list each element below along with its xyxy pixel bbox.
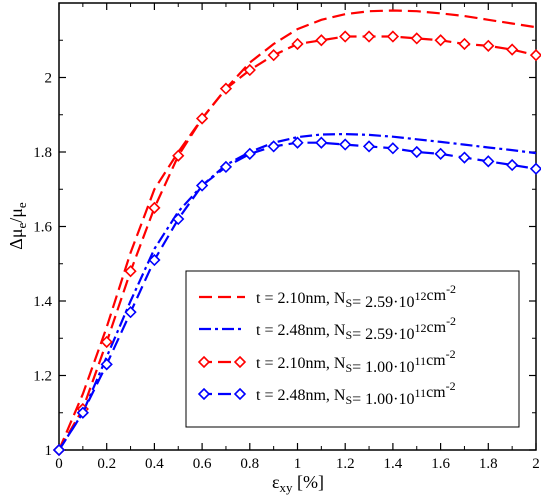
data-point — [124, 306, 137, 319]
data-point — [482, 155, 495, 168]
data-point — [267, 49, 280, 62]
data-point — [195, 112, 209, 125]
legend-entry-4: t = 2.48nm, NS= 1.00·1011cm-2 — [197, 379, 456, 408]
y-axis-title: Δμe/μe — [6, 202, 29, 250]
data-point — [52, 443, 66, 457]
data-point — [315, 34, 328, 47]
series-line — [57, 9, 537, 451]
legend-marker — [197, 355, 211, 369]
x-tick-label: 1.8 — [479, 456, 498, 472]
data-point — [410, 145, 423, 159]
x-tick-label: 0.6 — [193, 456, 212, 472]
axes: 0 0.2 0.4 0.6 0.8 1 1.2 1.4 1.6 1.8 2 1 1.2 1.4 1.6 1.8… — [33, 3, 540, 472]
series-layer — [52, 9, 541, 457]
y-tick-label: 1.4 — [33, 294, 52, 310]
x-tick-label: 1.4 — [384, 456, 403, 472]
x-tick-label: 0.8 — [240, 456, 259, 472]
data-point — [506, 43, 519, 56]
data-point — [243, 63, 256, 77]
legend-entry-3: t = 2.10nm, NS= 1.00·1011cm-2 — [197, 347, 456, 376]
x-tick-label: 1.2 — [336, 456, 355, 472]
data-point — [458, 37, 471, 51]
data-point — [291, 37, 304, 51]
data-point — [219, 82, 233, 95]
data-point — [243, 147, 256, 160]
x-axis-title: εxy [%] — [272, 472, 324, 495]
data-point — [458, 151, 471, 164]
legend-marker — [233, 355, 247, 369]
data-point — [386, 30, 400, 43]
data-point — [291, 136, 304, 149]
data-point — [362, 140, 376, 153]
legend-marker — [197, 387, 211, 401]
data-point — [434, 34, 447, 47]
y-tick-label: 1 — [45, 443, 53, 459]
data-point — [434, 147, 447, 160]
data-point — [339, 138, 352, 151]
legend-label: t = 2.48nm, NS= 1.00·1011cm-2 — [256, 379, 456, 408]
data-point — [148, 201, 161, 215]
data-point — [506, 158, 519, 172]
series-1 — [57, 9, 537, 451]
data-point — [386, 142, 400, 155]
x-tick-label: 0.4 — [145, 456, 164, 472]
data-point — [172, 149, 185, 162]
data-point — [410, 32, 423, 45]
legend-label: t = 2.10nm, NS= 1.00·1011cm-2 — [256, 347, 456, 376]
x-tick-label: 1 — [294, 456, 302, 472]
data-point — [362, 30, 376, 43]
legend-entry-1: t = 2.10nm, NS= 2.59·1012cm-2 — [199, 282, 456, 311]
legend-marker — [233, 387, 247, 401]
series-2 — [58, 132, 537, 451]
x-tick-label: 0 — [55, 456, 63, 472]
data-point — [339, 30, 352, 43]
series-4 — [52, 136, 541, 457]
x-tick-label: 2 — [532, 456, 540, 472]
legend: t = 2.10nm, NS= 2.59·1012cm-2 t = 2.48nm,… — [185, 270, 520, 428]
data-point — [124, 265, 137, 278]
data-point — [172, 212, 185, 226]
legend-label: t = 2.10nm, NS= 2.59·1012cm-2 — [256, 282, 456, 311]
data-point — [482, 39, 495, 52]
x-tick-label: 0.2 — [97, 456, 116, 472]
y-tick-label: 1.6 — [33, 220, 52, 236]
y-tick-label: 2 — [45, 71, 53, 87]
data-point — [148, 253, 161, 267]
legend-entry-2: t = 2.48nm, NS= 2.59·1012cm-2 — [199, 314, 456, 343]
series-line — [58, 132, 537, 451]
data-point — [100, 358, 113, 371]
series-3 — [52, 30, 541, 457]
y-tick-label: 1.8 — [33, 145, 52, 161]
data-point — [529, 162, 541, 175]
data-point — [219, 160, 233, 174]
data-point — [76, 406, 89, 419]
data-point — [195, 179, 209, 192]
data-point — [529, 49, 541, 62]
y-tick-label: 1.2 — [33, 369, 52, 385]
x-tick-label: 1.6 — [431, 456, 450, 472]
data-point — [267, 140, 280, 153]
legend-label: t = 2.48nm, NS= 2.59·1012cm-2 — [256, 314, 456, 343]
data-point — [315, 136, 328, 149]
data-point — [100, 335, 113, 349]
